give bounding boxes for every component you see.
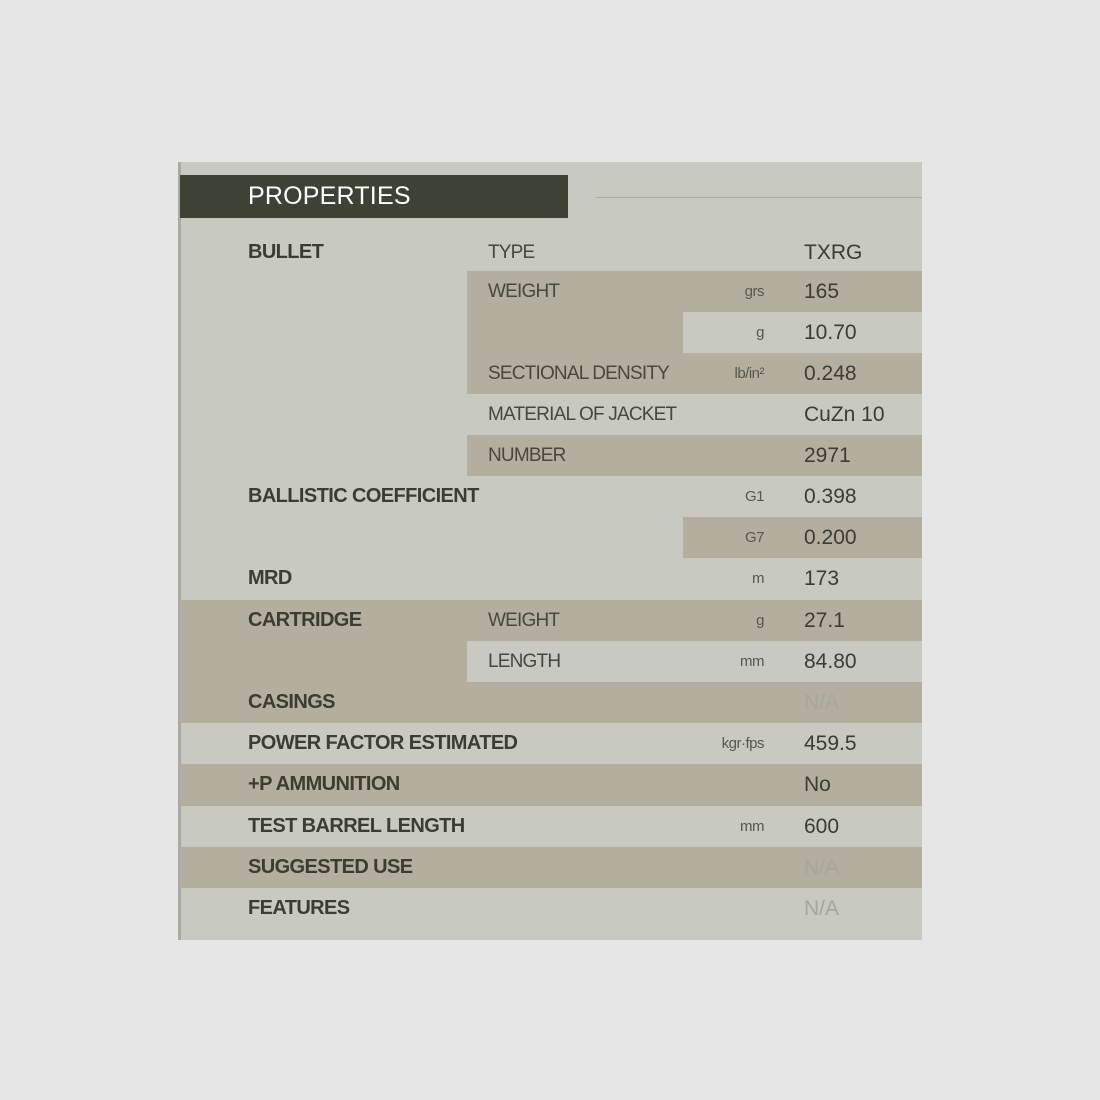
header-rule [596, 197, 922, 198]
row-label: WEIGHT [488, 610, 560, 631]
row-unit: mm [740, 818, 765, 835]
row-group: POWER FACTOR ESTIMATED [248, 732, 518, 754]
row-value: 173 [804, 567, 840, 590]
header-title: PROPERTIES [248, 182, 411, 210]
row-shade [467, 312, 683, 353]
row-label: WEIGHT [488, 281, 560, 302]
row-value: N/A [804, 856, 840, 879]
row-value: N/A [804, 897, 840, 920]
row-shade [180, 764, 922, 806]
row-value: 10.70 [804, 321, 857, 344]
row-group: CASINGS [248, 691, 336, 713]
row-value: 165 [804, 280, 840, 303]
row-group: SUGGESTED USE [248, 856, 413, 878]
row-shade [467, 435, 922, 476]
row-unit: grs [744, 283, 765, 300]
row-shade [180, 600, 922, 641]
row-unit: g [756, 612, 764, 629]
row-label: TYPE [488, 242, 535, 263]
row-group: CARTRIDGE [248, 609, 362, 631]
row-value: 0.200 [804, 526, 857, 549]
row-label: LENGTH [488, 651, 561, 672]
row-group: TEST BARREL LENGTH [248, 815, 465, 837]
row-shade [180, 641, 467, 682]
row-shade [467, 271, 922, 312]
row-value: 0.248 [804, 362, 857, 385]
row-unit: lb/in² [734, 365, 764, 382]
row-group: FEATURES [248, 897, 350, 919]
row-value: 459.5 [804, 732, 857, 755]
row-label: NUMBER [488, 445, 566, 466]
row-unit: G7 [744, 529, 765, 546]
header-bar [180, 175, 568, 218]
row-value: 600 [804, 815, 840, 838]
row-value: N/A [804, 691, 840, 714]
row-value: 27.1 [804, 609, 845, 632]
row-value: TXRG [804, 241, 863, 264]
row-value: No [804, 773, 831, 796]
row-value: CuZn 10 [804, 403, 885, 426]
row-label: MATERIAL OF JACKET [488, 404, 677, 425]
row-unit: m [752, 570, 765, 587]
row-group: BALLISTIC COEFFICIENT [248, 485, 479, 507]
row-shade [180, 847, 922, 888]
row-label: SECTIONAL DENSITY [488, 363, 670, 384]
row-unit: mm [740, 653, 765, 670]
row-value: 0.398 [804, 485, 857, 508]
row-shade [683, 517, 922, 558]
row-unit: G1 [744, 488, 765, 505]
row-group: +P AMMUNITION [248, 773, 400, 795]
row-value: 2971 [804, 444, 851, 467]
row-group: MRD [248, 567, 292, 589]
row-shade [180, 682, 922, 723]
row-group: BULLET [248, 241, 324, 263]
row-unit: kgr·fps [721, 735, 765, 752]
row-value: 84.80 [804, 650, 857, 673]
row-unit: g [756, 324, 764, 341]
row-shade [467, 353, 922, 394]
